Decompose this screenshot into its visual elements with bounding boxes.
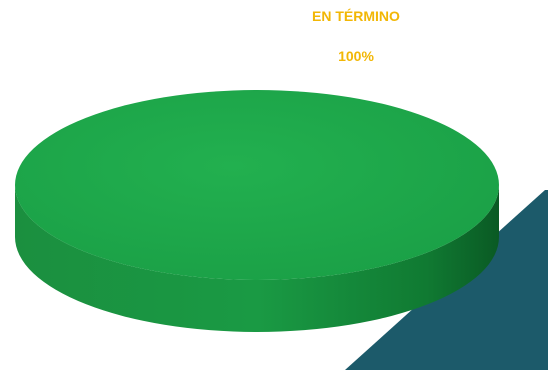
- pie: [15, 90, 499, 332]
- slice-value-label: 100%: [338, 48, 374, 64]
- slice-label: EN TÉRMINO: [312, 8, 400, 24]
- slice-side: [15, 185, 499, 332]
- slice: [15, 90, 499, 280]
